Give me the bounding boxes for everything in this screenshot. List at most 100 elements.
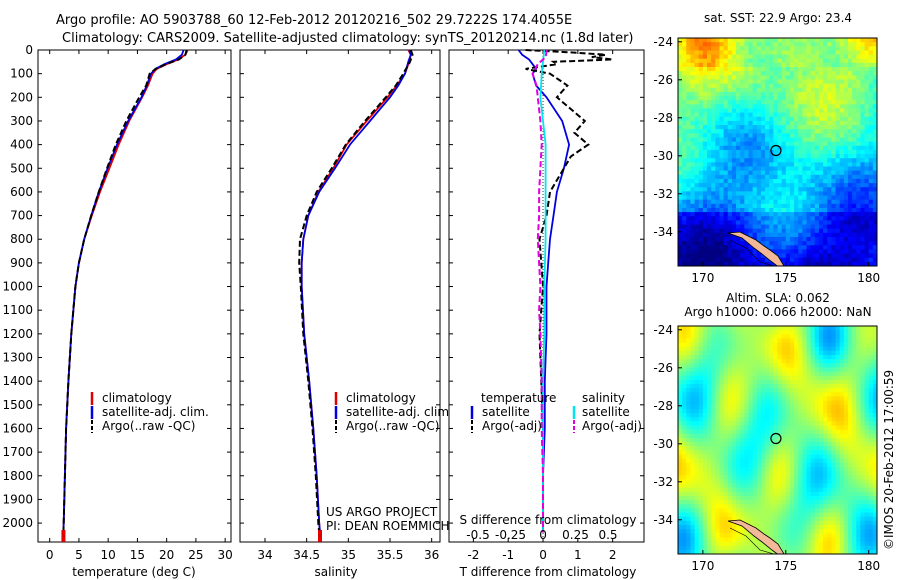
map-cell [769, 334, 774, 339]
map-cell [748, 191, 754, 196]
map-cell [831, 363, 836, 368]
map-cell [835, 232, 841, 238]
map-cell [818, 58, 824, 64]
map-cell [765, 471, 770, 476]
map-cell [847, 371, 853, 377]
map-cell [839, 421, 845, 426]
map-cell [748, 62, 754, 68]
map-cell [814, 191, 820, 196]
map-cell [823, 42, 828, 47]
map-cell [810, 104, 816, 109]
map-cell [678, 199, 683, 205]
map-cell [852, 326, 857, 331]
map-cell [690, 491, 695, 497]
map-cell [860, 187, 865, 192]
map-cell [852, 350, 857, 356]
map-cell [740, 71, 745, 76]
map-cell [690, 446, 695, 451]
map-cell [752, 232, 758, 238]
map-cell [748, 346, 754, 352]
map-cell [727, 96, 733, 101]
map-cell [686, 437, 691, 443]
map-cell [781, 458, 787, 464]
map-cell [731, 261, 737, 266]
map-cell [698, 203, 704, 209]
map-cell [864, 154, 870, 159]
map-cell [711, 462, 716, 468]
map-cell [744, 166, 749, 172]
map-cell [748, 442, 754, 447]
map-cell [810, 67, 816, 72]
map-cell [736, 462, 741, 468]
map-cell [744, 241, 749, 246]
map-cell [802, 120, 807, 126]
map-cell [852, 166, 857, 172]
map-cell [843, 112, 849, 118]
map-cell [731, 413, 737, 418]
map-cell [765, 442, 770, 447]
map-cell [864, 199, 870, 205]
map-cell [707, 54, 712, 60]
map-cell [814, 207, 820, 213]
map-cell [818, 120, 824, 126]
map-cell [835, 71, 841, 76]
map-cell [847, 483, 853, 489]
map-cell [690, 141, 695, 147]
map-cell [823, 224, 828, 230]
map-cell [727, 500, 733, 505]
map-cell [856, 363, 861, 368]
map-cell [835, 50, 841, 55]
map-cell [864, 491, 870, 497]
map-cell [760, 216, 766, 221]
map-cell [872, 207, 877, 213]
map-cell [756, 433, 762, 439]
map-cell [839, 149, 845, 155]
map-cell [872, 458, 877, 464]
map-cell [727, 58, 733, 64]
map-cell [843, 100, 849, 105]
map-cell [872, 245, 877, 250]
map-cell [715, 417, 720, 422]
map-cell [856, 249, 861, 254]
map-cell [856, 125, 861, 130]
map-cell [852, 54, 857, 60]
map-cell [781, 67, 787, 72]
map-cell [806, 491, 812, 497]
map-cell [698, 375, 704, 381]
map-cell [690, 359, 695, 364]
map-cell [698, 141, 704, 147]
map-cell [785, 257, 791, 263]
map-cell [827, 145, 832, 151]
map-cell [860, 141, 865, 147]
map-cell [719, 479, 725, 484]
map-cell [852, 363, 857, 368]
map-cell [839, 158, 845, 163]
map-cell [702, 446, 708, 451]
map-cell [756, 62, 762, 68]
map-cell [707, 216, 712, 221]
map-cell [707, 400, 712, 406]
map-cell [785, 249, 791, 254]
map-cell [847, 191, 853, 196]
map-cell [690, 50, 695, 55]
map-cell [682, 413, 687, 418]
map-cell [810, 261, 816, 266]
map-cell [823, 483, 828, 489]
map-cell [723, 145, 729, 151]
map-cell [785, 183, 791, 188]
map-cell [835, 162, 841, 167]
map-cell [719, 346, 725, 352]
map-cell [765, 241, 770, 246]
map-cell [802, 454, 807, 460]
map-cell [835, 54, 841, 60]
map-cell [831, 187, 836, 192]
map-cell [839, 346, 845, 352]
map-cell [727, 491, 733, 497]
map-cell [752, 425, 758, 431]
sla-map-panel: Altim. SLA: 0.062 Argo h1000: 0.066 h200… [653, 291, 880, 573]
map-cell [839, 216, 845, 221]
map-cell [806, 195, 812, 201]
map-cell [806, 154, 812, 159]
map-cell [740, 491, 745, 497]
map-cell [707, 58, 712, 64]
